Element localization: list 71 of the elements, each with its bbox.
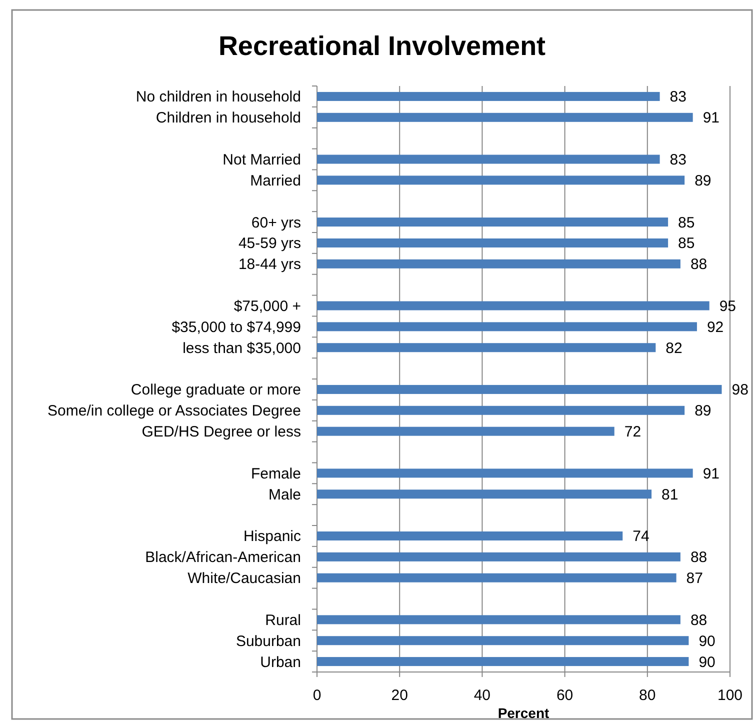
y-tick-label: $75,000 + (234, 298, 302, 315)
y-tick-label: College graduate or more (130, 382, 301, 399)
y-tick-label: 60+ yrs (251, 214, 301, 232)
data-label: 90 (698, 654, 716, 671)
y-tick-label: GED/HS Degree or less (142, 424, 301, 441)
bar (317, 176, 685, 185)
bar (317, 426, 614, 436)
y-tick-label: Urban (260, 654, 301, 671)
y-tick-label: Rural (265, 612, 301, 629)
data-label: 85 (678, 235, 695, 252)
y-tick-label: Not Married (222, 152, 301, 168)
bar (317, 301, 710, 310)
data-label: 83 (670, 152, 686, 168)
data-label: 89 (694, 172, 712, 190)
x-axis-title: Percent (498, 705, 550, 721)
y-tick-label: Female (250, 465, 301, 482)
x-tick-label: 20 (391, 687, 408, 704)
data-label: 81 (662, 486, 678, 504)
bar (317, 531, 623, 540)
data-label: 92 (706, 318, 724, 336)
y-tick-label: less than $35,000 (182, 340, 301, 357)
y-tick-label: 18-44 yrs (238, 256, 301, 274)
bar (317, 573, 676, 582)
bar (317, 552, 680, 562)
bar (317, 112, 693, 122)
y-tick-label: Some/in college or Associates Degree (48, 402, 301, 420)
data-label: 87 (686, 570, 703, 588)
data-label: 98 (732, 382, 748, 399)
bar (317, 384, 722, 394)
y-tick-label: Hispanic (243, 528, 302, 546)
data-label: 91 (702, 110, 720, 127)
data-label: 88 (690, 256, 708, 274)
data-label: 72 (624, 424, 642, 441)
x-tick-label: 40 (474, 687, 491, 704)
y-tick-label: Married (250, 172, 301, 190)
y-tick-label: No children in household (136, 88, 301, 106)
data-label: 88 (690, 612, 708, 629)
y-tick-label: White/Caucasian (188, 570, 301, 588)
x-tick-label: 60 (556, 687, 574, 704)
bar (317, 92, 660, 101)
data-label: 82 (666, 340, 682, 357)
y-tick-label: $35,000 to $74,999 (172, 318, 301, 336)
bar (317, 468, 693, 478)
data-label: 90 (698, 632, 716, 650)
bar (317, 615, 680, 624)
y-tick-label: Male (268, 486, 301, 504)
data-label: 89 (694, 402, 712, 420)
bar (317, 322, 697, 332)
y-tick-label: Suburban (236, 632, 301, 650)
bar (317, 343, 656, 352)
bar (317, 657, 689, 666)
bar (317, 218, 668, 227)
chart-title: Recreational Involvement (218, 31, 546, 61)
data-label: 95 (719, 298, 736, 315)
y-tick-label: Children in household (156, 110, 301, 127)
bar (317, 154, 660, 164)
data-label: 88 (690, 549, 708, 566)
data-label: 83 (670, 88, 686, 106)
x-tick-label: 0 (312, 687, 322, 704)
bar (317, 406, 685, 415)
bar (317, 259, 680, 268)
x-tick-label: 80 (639, 687, 656, 704)
y-tick-label: 45-59 yrs (238, 235, 301, 252)
y-tick-label: Black/African-American (145, 549, 301, 566)
x-tick-label: 100 (717, 687, 743, 704)
data-label: 85 (678, 214, 695, 232)
data-label: 91 (702, 465, 720, 482)
bar (317, 636, 689, 646)
data-label: 74 (632, 528, 650, 546)
bar (317, 490, 652, 499)
bar (317, 238, 668, 248)
